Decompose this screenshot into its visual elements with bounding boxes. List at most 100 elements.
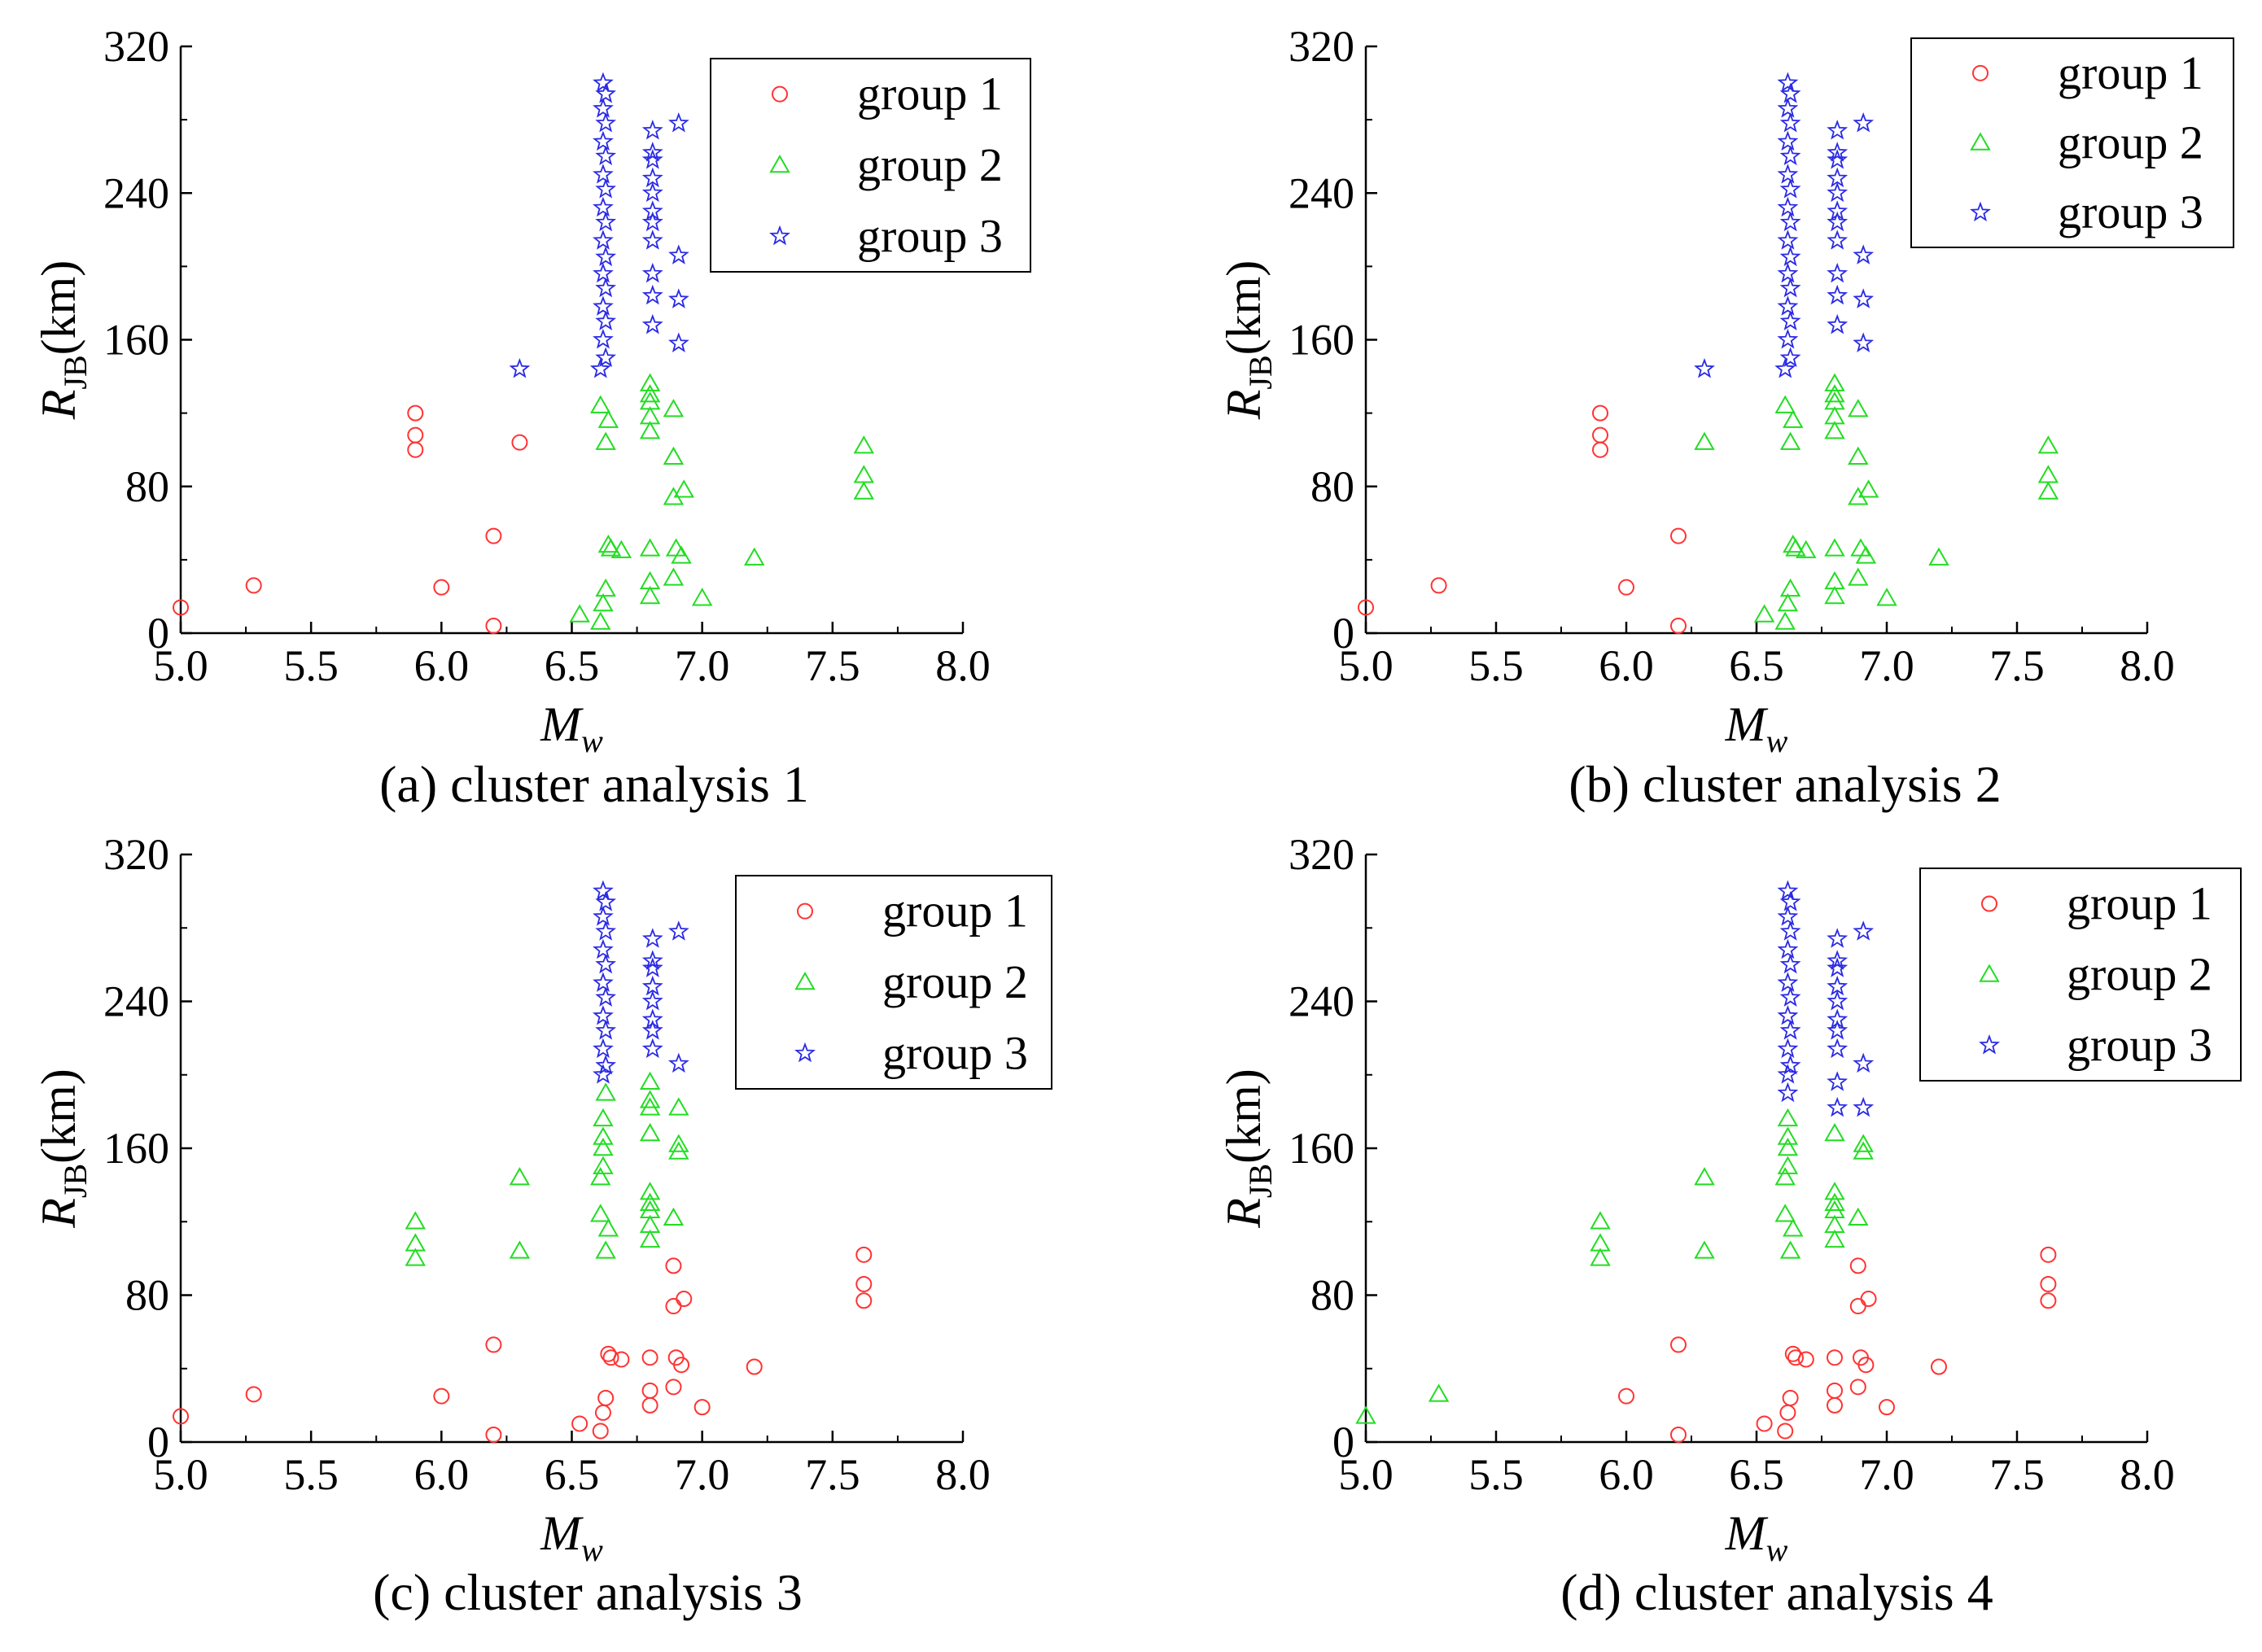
data-point (1824, 538, 1845, 557)
data-point (1590, 1233, 1611, 1252)
data-point (1777, 1126, 1799, 1145)
data-point (1777, 1082, 1799, 1103)
data-point (639, 1090, 661, 1108)
legend-label: group 3 (2067, 1019, 2212, 1072)
data-point (595, 112, 617, 133)
data-point (668, 1134, 689, 1152)
legend-label: group 3 (882, 1026, 1028, 1079)
data-point (1827, 1008, 1849, 1029)
data-point (595, 178, 617, 199)
data-point (1779, 277, 1801, 298)
data-point (1879, 1399, 1895, 1416)
data-point (590, 1167, 611, 1186)
panel-caption: (c) cluster analysis 3 (373, 1563, 803, 1621)
x-tick-label: 8.0 (2120, 1450, 2175, 1499)
data-point (641, 1020, 663, 1040)
data-point (613, 1351, 630, 1368)
data-point (1777, 328, 1799, 349)
data-point (1779, 347, 1801, 367)
data-point (641, 181, 663, 203)
data-point (639, 1192, 661, 1211)
y-tick-label: 0 (147, 1418, 169, 1466)
data-point (641, 950, 663, 970)
data-point (595, 246, 617, 267)
data-point (1694, 358, 1715, 378)
data-point (1670, 527, 1687, 544)
y-tick-label: 80 (125, 1271, 169, 1320)
data-point (593, 880, 614, 901)
data-point (641, 1396, 658, 1414)
data-point (569, 604, 590, 623)
data-point (1670, 1336, 1687, 1353)
data-point (1355, 1405, 1376, 1424)
chart-panel-2: 5.0 5.5 6.0 6.5 7.0 7.5 8.0 0 80 160 240 320 Mw RJB(k… (1217, 22, 2234, 813)
data-point (1824, 585, 1845, 605)
x-tick-label: 7.0 (1859, 641, 1914, 690)
data-point (1777, 1005, 1799, 1025)
data-point (1777, 1108, 1799, 1127)
legend-label: group 3 (857, 209, 1003, 262)
data-point (597, 1389, 615, 1406)
data-point (1777, 72, 1799, 93)
y-axis-title-main: R (32, 390, 85, 421)
legend-label: group 1 (857, 68, 1003, 120)
legend-box (710, 58, 1031, 273)
data-point (667, 288, 689, 308)
data-point (1618, 1388, 1634, 1405)
data-point (667, 244, 689, 264)
data-point (593, 262, 614, 283)
data-point (405, 1211, 427, 1230)
data-point (593, 295, 614, 316)
data-point (1827, 284, 1849, 305)
data-point (509, 1167, 531, 1186)
data-point (663, 567, 685, 586)
x-tick-label: 5.0 (153, 1450, 208, 1499)
y-axis-title-sub: JB (57, 1164, 94, 1198)
legend-label: group 2 (857, 138, 1003, 191)
data-point (639, 384, 661, 403)
x-tick-label: 8.0 (935, 1450, 991, 1499)
data-point (1827, 211, 1849, 232)
data-point (1777, 938, 1799, 959)
legend-box (1919, 868, 2242, 1082)
x-tick-label: 6.0 (414, 1450, 470, 1499)
data-point (595, 145, 617, 166)
legend-box (1910, 37, 2234, 248)
y-tick-label: 240 (103, 168, 169, 217)
data-point (1787, 1349, 1804, 1366)
data-point (1590, 1248, 1611, 1266)
data-point (1827, 1096, 1849, 1117)
data-point (1694, 431, 1715, 450)
data-point (1827, 1396, 1843, 1414)
data-point (595, 310, 617, 330)
data-point (1777, 1423, 1794, 1440)
data-point (595, 578, 616, 597)
legend-box (735, 875, 1052, 1090)
data-point (1779, 246, 1801, 267)
data-point (1779, 178, 1801, 199)
data-point (1848, 567, 1869, 586)
data-point (595, 953, 617, 974)
y-axis-title-main: R (1217, 390, 1271, 421)
data-point (641, 928, 663, 948)
data-point (1827, 149, 1849, 169)
data-point (1849, 1379, 1866, 1396)
x-tick-label: 5.5 (1468, 1450, 1524, 1499)
series-group-3 (593, 880, 689, 1084)
y-axis-title-sub: JB (1242, 1164, 1279, 1198)
data-point (600, 538, 622, 557)
data-point (673, 479, 694, 498)
series-group-2 (1355, 1108, 1874, 1424)
data-point (571, 1415, 588, 1432)
data-point (691, 588, 713, 606)
legend-marker (1979, 1034, 2000, 1055)
data-point (1694, 1240, 1715, 1259)
data-point (1779, 578, 1801, 597)
data-point (853, 435, 874, 454)
data-point (1827, 1071, 1849, 1091)
data-point (1779, 83, 1801, 103)
data-point (1779, 1240, 1801, 1259)
data-point (1777, 906, 1799, 926)
y-tick-label: 80 (1310, 462, 1354, 511)
